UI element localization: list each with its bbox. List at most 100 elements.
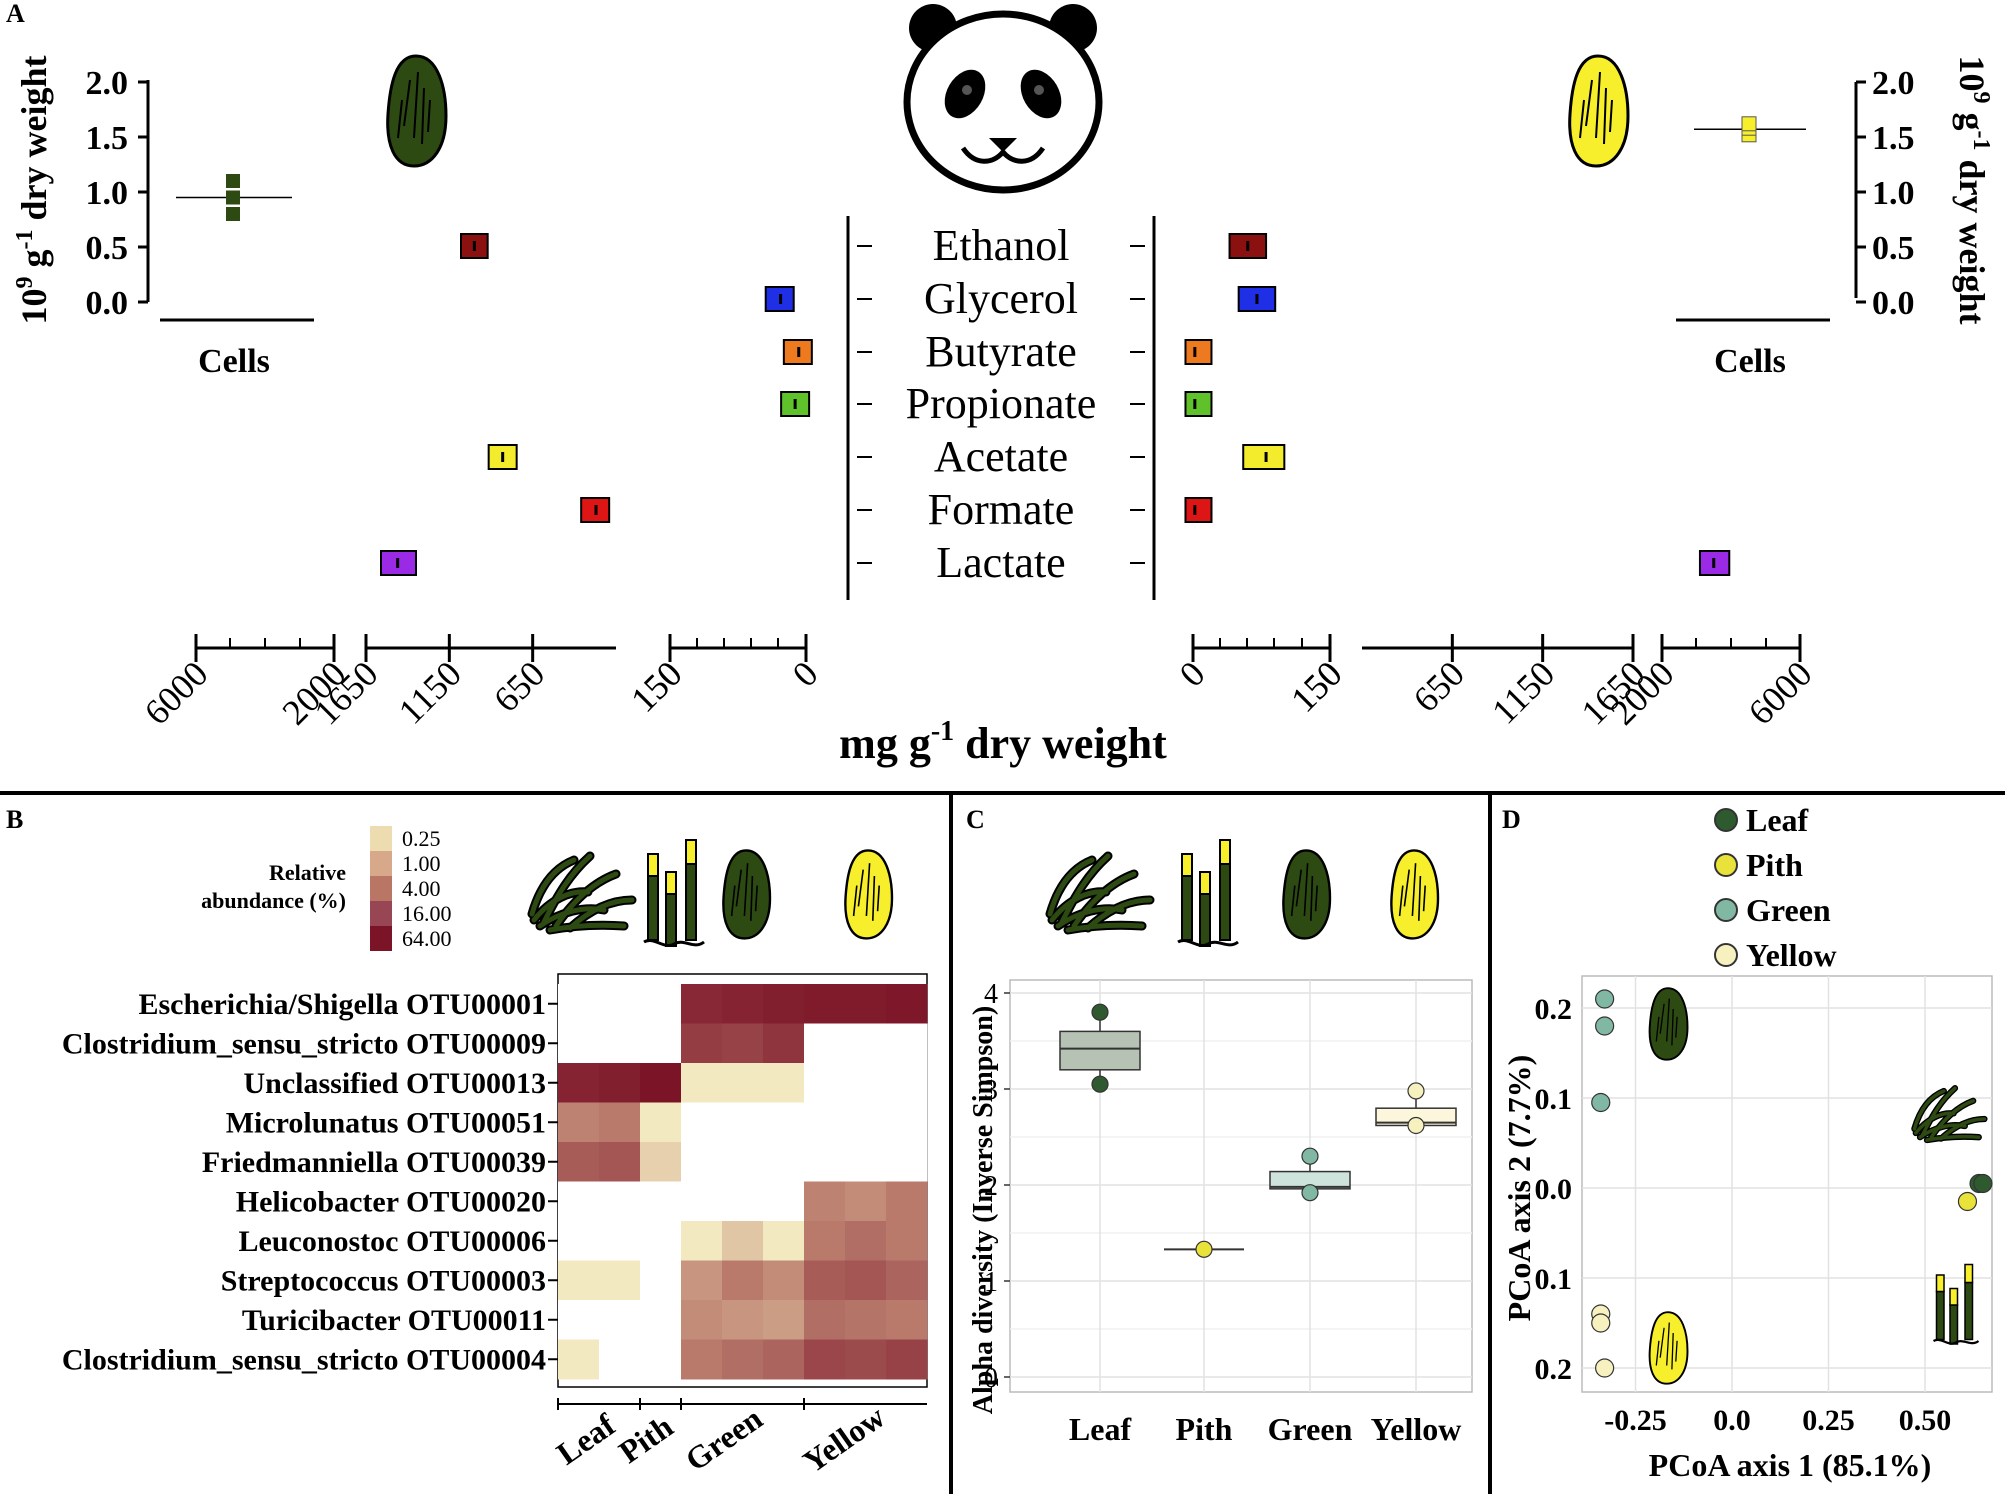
metabolite-label: Lactate xyxy=(936,538,1065,587)
alpha-point xyxy=(1195,1240,1213,1258)
pcoa-ytick: 0.0 xyxy=(1535,1173,1573,1206)
pcoa-xtick: 0.25 xyxy=(1802,1404,1855,1437)
heatmap-cell xyxy=(681,1221,723,1261)
left-cells-tick-label: 1.0 xyxy=(86,175,129,212)
heatmap-cell xyxy=(763,1339,805,1380)
pcoa-green-bale-icon xyxy=(1648,987,1689,1061)
pcoa-legend-swatch xyxy=(1714,808,1738,832)
heatmap-cell xyxy=(640,1339,682,1380)
heatmap-cell xyxy=(640,1023,682,1064)
heatmap-cell xyxy=(804,1181,846,1222)
axis-left-mid-tick-label: 650 xyxy=(486,653,552,719)
heatmap-cell xyxy=(558,1339,600,1380)
pcoa-point-yellow xyxy=(1591,1313,1611,1333)
pcoa-legend-swatch xyxy=(1714,943,1738,967)
heatmap-cell xyxy=(681,1260,723,1301)
heatmap-column-label: Green xyxy=(679,1400,769,1478)
pcoa-xtick: -0.25 xyxy=(1604,1404,1667,1437)
legend-value: 16.00 xyxy=(402,901,452,926)
heatmap-cell xyxy=(558,1102,600,1143)
heatmap-cell xyxy=(722,1023,764,1064)
heatmap-row-label: Leuconostoc OTU00006 xyxy=(239,1225,547,1258)
alpha-ytick: 0 xyxy=(984,1363,998,1394)
metabolite-label: Formate xyxy=(928,485,1075,534)
heatmap-cell xyxy=(763,1221,805,1261)
heatmap-row-label: Microlunatus OTU00051 xyxy=(226,1106,546,1139)
heatmap-cell xyxy=(845,1300,887,1340)
green-bale-icon-b xyxy=(722,849,772,940)
heatmap-cell xyxy=(845,1142,887,1182)
pcoa-point-yellow xyxy=(1595,1358,1615,1378)
heatmap-row-labels: Escherichia/Shigella OTU00001 Clostridium… xyxy=(62,988,558,1376)
heatmap-cell xyxy=(845,1023,887,1064)
pcoa-legend-swatch xyxy=(1714,898,1738,922)
heatmap-row-label: Friedmanniella OTU00039 xyxy=(202,1146,546,1179)
heatmap-cell xyxy=(886,1023,928,1064)
left-cells-tick-label: 2.0 xyxy=(86,65,129,102)
heatmap-cell xyxy=(763,1300,805,1340)
legend-value: 1.00 xyxy=(402,851,441,876)
axis-right-mid-tick-label: 650 xyxy=(1406,653,1472,719)
heatmap-cell xyxy=(763,1142,805,1182)
alpha-point xyxy=(1301,1184,1319,1202)
green-bale-icon-c xyxy=(1282,849,1332,940)
heatmap-cell xyxy=(640,1102,682,1143)
heatmap-cell xyxy=(804,1339,846,1380)
yellow-bale-icon xyxy=(1568,54,1630,168)
pcoa-legend-swatch xyxy=(1714,853,1738,877)
pcoa-yellow-bale-icon xyxy=(1648,1311,1689,1385)
heatmap-cell xyxy=(845,1260,887,1301)
heatmap-cell xyxy=(722,1260,764,1301)
heatmap-cell xyxy=(681,1142,723,1182)
panel-a-label: A xyxy=(6,0,25,28)
yellow-metabolite-box xyxy=(1184,391,1213,417)
heatmap-cell xyxy=(722,1181,764,1222)
yellow-metabolite-box xyxy=(1242,444,1286,470)
heatmap-cell xyxy=(804,984,846,1024)
yellow-metabolite-box xyxy=(1184,497,1213,523)
legend-swatch xyxy=(370,851,392,876)
left-cells-point xyxy=(226,190,240,205)
heatmap-cell xyxy=(599,1023,641,1064)
heatmap-cell xyxy=(886,1300,928,1340)
pcoa-ytick: 0.2 xyxy=(1535,993,1573,1026)
heatmap-cell xyxy=(763,984,805,1024)
pcoa-point-green xyxy=(1595,989,1615,1009)
alpha-xlabel: Green xyxy=(1268,1411,1353,1447)
heatmap-cell xyxy=(722,1300,764,1340)
metabolite-label: Propionate xyxy=(906,379,1097,428)
pcoa-legend-label: Leaf xyxy=(1746,802,1809,838)
heatmap-cell xyxy=(558,1142,600,1182)
pcoa-ylabel: PCoA axis 2 (7.7%) xyxy=(1501,1055,1537,1322)
metabolite-labels: EthanolGlycerolButyratePropionateAcetate… xyxy=(857,221,1145,587)
legend-swatch xyxy=(370,901,392,926)
heatmap-cell xyxy=(845,1221,887,1261)
metabolite-boxes xyxy=(380,233,1731,576)
heatmap-cell xyxy=(845,1063,887,1103)
yellow-metabolite-box xyxy=(1184,339,1213,365)
pcoa-plot: -0.25 0.0 0.25 0.50 0.2 0.1 0.0 0.1 0.2 PCoA axis… xyxy=(1501,975,1993,1483)
green-metabolite-box xyxy=(487,444,518,470)
heatmap-row-label: Clostridium_sensu_stricto OTU00009 xyxy=(62,1027,546,1060)
heatmap-cell xyxy=(558,1181,600,1222)
heatmap-cell xyxy=(599,1339,641,1380)
pcoa-point-green xyxy=(1595,1016,1615,1036)
heatmap-cell xyxy=(640,1063,682,1103)
alpha-point xyxy=(1407,1116,1425,1135)
heatmap-cell xyxy=(804,1260,846,1301)
right-cells-label: Cells xyxy=(1714,343,1786,380)
pcoa-ytick: 0.1 xyxy=(1535,1083,1573,1116)
heatmap-cell xyxy=(599,1300,641,1340)
left-cells-label: Cells xyxy=(198,343,270,380)
heatmap-row-label: Streptococcus OTU00003 xyxy=(221,1264,546,1297)
heatmap-cell xyxy=(722,984,764,1024)
axis-right-mid-tick-label: 1150 xyxy=(1484,653,1562,731)
heatmap-cell xyxy=(681,1102,723,1143)
alpha-xlabel: Yellow xyxy=(1371,1411,1462,1447)
heatmap-cell xyxy=(845,1339,887,1380)
heatmap-cell xyxy=(722,1339,764,1380)
left-cells-tick-label: 0.0 xyxy=(86,285,129,322)
pcoa-ytick: 0.2 xyxy=(1535,1353,1573,1386)
heatmap-cell xyxy=(558,1260,600,1301)
